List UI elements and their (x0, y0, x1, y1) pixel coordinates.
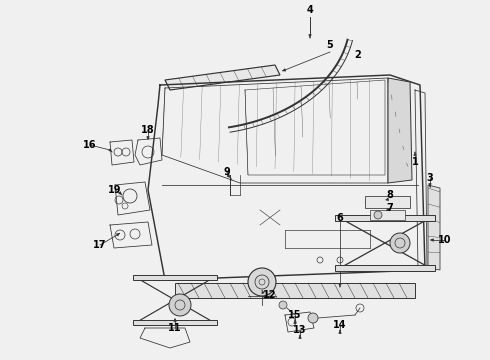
Text: 8: 8 (387, 190, 393, 200)
Polygon shape (165, 65, 280, 90)
Text: 13: 13 (293, 325, 307, 335)
Circle shape (169, 294, 191, 316)
Text: 9: 9 (223, 167, 230, 177)
Text: 10: 10 (438, 235, 452, 245)
Polygon shape (335, 265, 435, 271)
Text: 5: 5 (327, 40, 333, 50)
Text: 6: 6 (337, 213, 343, 223)
Text: 19: 19 (108, 185, 122, 195)
Polygon shape (388, 78, 412, 183)
Text: 12: 12 (263, 290, 277, 300)
Polygon shape (175, 283, 415, 298)
Text: 16: 16 (83, 140, 97, 150)
Bar (365, 196, 410, 208)
Circle shape (308, 313, 318, 323)
Bar (370, 210, 405, 220)
Text: 4: 4 (307, 5, 314, 15)
Text: 2: 2 (355, 50, 362, 60)
Text: 1: 1 (412, 157, 418, 167)
Circle shape (248, 268, 276, 296)
Text: 3: 3 (427, 173, 433, 183)
Text: 11: 11 (168, 323, 182, 333)
Polygon shape (428, 185, 440, 270)
Text: 14: 14 (333, 320, 347, 330)
Text: 15: 15 (288, 310, 302, 320)
Circle shape (374, 211, 382, 219)
Polygon shape (335, 215, 435, 221)
Text: 7: 7 (387, 203, 393, 213)
Polygon shape (133, 320, 217, 325)
Circle shape (279, 301, 287, 309)
Polygon shape (133, 275, 217, 280)
Text: 17: 17 (93, 240, 107, 250)
Circle shape (390, 233, 410, 253)
Text: 18: 18 (141, 125, 155, 135)
